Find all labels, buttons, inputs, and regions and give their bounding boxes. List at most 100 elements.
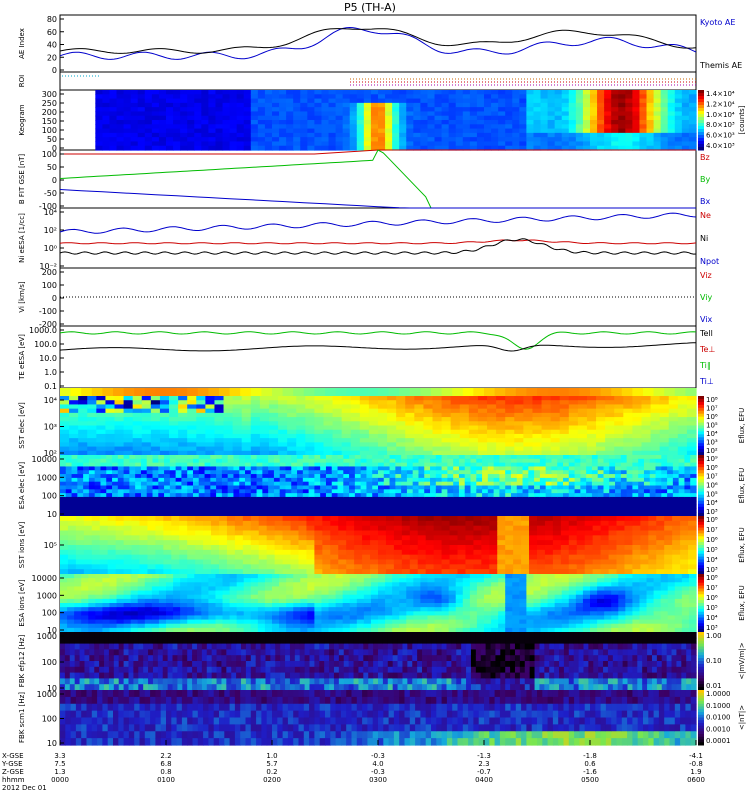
sst-ion-heatmap-cell	[274, 540, 284, 546]
sst-electron-heatmap-cell	[96, 446, 107, 452]
sst-ion-heatmap-cell	[234, 559, 244, 565]
sst-ion-heatmap-cell	[266, 549, 276, 556]
esa-electron-heatmap-cell	[557, 470, 564, 475]
sst-ion-heatmap-cell	[242, 569, 252, 575]
esa-electron-heatmap-cell	[395, 455, 402, 460]
keogram-heatmap-cell	[681, 120, 690, 125]
keogram-heatmap-cell	[335, 124, 344, 130]
sst-ion-heatmap-cell	[298, 535, 308, 541]
orbit-color-strip-cell	[388, 392, 400, 397]
sst-ion-heatmap-cell	[234, 535, 244, 541]
keogram-heatmap-cell	[547, 124, 556, 130]
sst-electron-heatmap-cell	[159, 446, 170, 452]
sst-ion-heatmap-cell	[600, 554, 610, 561]
esa-electron-heatmap-cell	[308, 485, 315, 490]
keogram-heatmap-cell	[370, 132, 379, 138]
panel-frame-3	[59, 149, 697, 209]
sst-ion-heatmap-cell	[75, 559, 85, 565]
sst-electron-heatmap-cell	[441, 446, 452, 452]
sst-ion-heatmap-cell	[131, 520, 141, 527]
sst-electron-heatmap-cell	[396, 450, 406, 456]
orbit-color-strip-cell	[484, 388, 496, 393]
sst-ion-heatmap-cell	[234, 520, 244, 527]
keogram-heatmap-cell	[272, 115, 280, 121]
keogram-heatmap-cell	[201, 94, 209, 100]
esa-electron-heatmap-cell	[135, 474, 142, 479]
esa-electron-heatmap-cell	[435, 504, 443, 509]
keogram-heatmap-cell	[356, 120, 365, 125]
esa-electron-heatmap-cell	[383, 462, 391, 468]
esa-electron-heatmap-cell	[482, 470, 489, 475]
sst-electron-heatmap-cell	[332, 421, 343, 427]
esa-electron-heatmap-cell	[678, 462, 686, 468]
sst-ion-heatmap-cell	[346, 549, 355, 556]
esa-electron-heatmap-cell	[239, 504, 246, 509]
esa-electron-heatmap-cell	[597, 508, 605, 513]
keogram-heatmap-cell	[286, 111, 294, 117]
esa-electron-heatmap-cell	[667, 485, 674, 490]
esa-electron-heatmap-cell	[522, 504, 529, 509]
keogram-heatmap-cell	[462, 141, 471, 147]
esa-electron-heatmap-cell	[204, 504, 211, 509]
esa-electron-heatmap-cell	[169, 474, 177, 479]
esa-electron-heatmap-cell	[499, 462, 506, 468]
sst-ion-heatmap-cell	[107, 540, 117, 546]
keogram-heatmap-cell	[575, 107, 584, 113]
sst-ion-heatmap-cell	[83, 540, 93, 546]
sst-ion-heatmap-cell	[552, 569, 562, 575]
esa-electron-heatmap-cell	[273, 455, 281, 460]
esa-electron-heatmap-cell	[192, 481, 200, 487]
sst-ion-heatmap-cell	[378, 530, 387, 536]
sst-electron-heatmap-cell	[141, 404, 152, 410]
esa-electron-heatmap-cell	[597, 500, 605, 506]
esa-electron-heatmap-cell	[418, 500, 425, 506]
sst-ion-heatmap-cell	[211, 549, 220, 556]
sst-ion-heatmap-cell	[99, 516, 109, 522]
sst-electron-heatmap-cell	[477, 417, 488, 422]
esa-electron-heatmap-cell	[60, 470, 67, 475]
esa-electron-heatmap-cell	[510, 493, 518, 498]
esa-electron-heatmap-cell	[291, 458, 298, 464]
esa-electron-heatmap-cell	[354, 474, 362, 479]
esa-electron-heatmap-cell	[430, 481, 437, 487]
keogram-heatmap-cell	[307, 137, 315, 143]
esa-electron-heatmap-cell	[667, 466, 674, 471]
keogram-heatmap-cell	[674, 128, 683, 134]
esa-electron-heatmap-cell	[528, 470, 535, 475]
sst-ion-heatmap-cell	[354, 569, 363, 575]
sst-electron-heatmap-cell	[596, 429, 606, 435]
keogram-heatmap-cell	[681, 98, 690, 104]
esa-electron-heatmap-cell	[551, 493, 558, 498]
keogram-heatmap-cell	[293, 145, 301, 151]
sst-ion-heatmap-cell	[171, 520, 180, 527]
keogram-heatmap-cell	[674, 132, 683, 138]
keogram-heatmap-cell	[667, 145, 676, 151]
sst-ion-heatmap-cell	[67, 569, 77, 575]
esa-electron-heatmap-cell	[505, 496, 512, 502]
keogram-heatmap-cell	[618, 111, 626, 117]
sst-electron-heatmap-cell	[541, 450, 552, 456]
sst-ion-heatmap-cell	[544, 564, 554, 570]
sst-electron-heatmap-cell	[441, 442, 452, 448]
sst-electron-heatmap-cell	[641, 425, 652, 431]
sst-ion-heatmap-cell	[624, 520, 633, 527]
sst-electron-heatmap-cell	[359, 408, 370, 414]
sst-ion-heatmap-cell	[473, 549, 482, 556]
sst-electron-heatmap-cell	[686, 400, 697, 406]
esa-electron-heatmap-cell	[458, 485, 466, 490]
keogram-heatmap-cell	[632, 98, 641, 104]
esa-electron-heatmap-cell	[343, 512, 350, 517]
sst-electron-heatmap-cell	[296, 450, 306, 456]
sst-electron-heatmap-cell	[296, 396, 306, 401]
sst-ion-heatmap-cell	[433, 549, 443, 556]
sst-electron-heatmap-cell	[114, 442, 125, 448]
keogram-heatmap-cell	[688, 120, 697, 125]
esa-electron-heatmap-cell	[216, 455, 223, 460]
esa-electron-heatmap-cell	[239, 458, 246, 464]
esa-electron-heatmap-cell	[135, 493, 142, 498]
sst-ion-heatmap-cell	[465, 554, 474, 561]
sst-electron-heatmap-cell	[641, 433, 652, 439]
sst-ion-heatmap-cell	[242, 554, 252, 561]
sst-ion-heatmap-cell	[250, 564, 260, 570]
esa-electron-heatmap-cell	[383, 500, 391, 506]
